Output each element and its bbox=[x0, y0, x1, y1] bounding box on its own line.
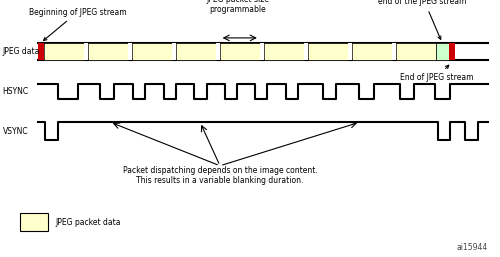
Bar bbox=[304, 43, 308, 60]
Bar bbox=[396, 43, 436, 60]
Text: Beginning of JPEG stream: Beginning of JPEG stream bbox=[28, 8, 126, 40]
Bar bbox=[38, 43, 488, 60]
Bar bbox=[348, 43, 352, 60]
Bar bbox=[264, 43, 304, 60]
Bar bbox=[352, 43, 392, 60]
Text: VSYNC: VSYNC bbox=[2, 126, 28, 136]
Bar bbox=[20, 213, 48, 231]
Text: JPEG data: JPEG data bbox=[2, 47, 40, 56]
Bar bbox=[172, 43, 175, 60]
Text: Padding data at the
end of the JPEG stream: Padding data at the end of the JPEG stre… bbox=[378, 0, 466, 39]
Bar bbox=[38, 43, 44, 60]
Bar bbox=[308, 43, 348, 60]
Text: ai15944: ai15944 bbox=[456, 243, 488, 252]
Bar bbox=[44, 43, 84, 60]
Bar bbox=[216, 43, 220, 60]
Bar bbox=[128, 43, 132, 60]
Bar bbox=[392, 43, 396, 60]
Text: JPEG packet data: JPEG packet data bbox=[55, 218, 120, 227]
Text: End of JPEG stream: End of JPEG stream bbox=[400, 65, 473, 82]
Text: HSYNC: HSYNC bbox=[2, 87, 29, 96]
Bar bbox=[132, 43, 172, 60]
Bar bbox=[260, 43, 264, 60]
Bar bbox=[436, 43, 448, 60]
Bar bbox=[176, 43, 216, 60]
Text: Packet dispatching depends on the image content.
This results in a variable blan: Packet dispatching depends on the image … bbox=[122, 166, 318, 185]
Bar bbox=[220, 43, 260, 60]
Bar bbox=[84, 43, 87, 60]
Bar bbox=[88, 43, 128, 60]
Text: JPEG packet size
programmable: JPEG packet size programmable bbox=[206, 0, 269, 14]
Bar bbox=[448, 43, 454, 60]
